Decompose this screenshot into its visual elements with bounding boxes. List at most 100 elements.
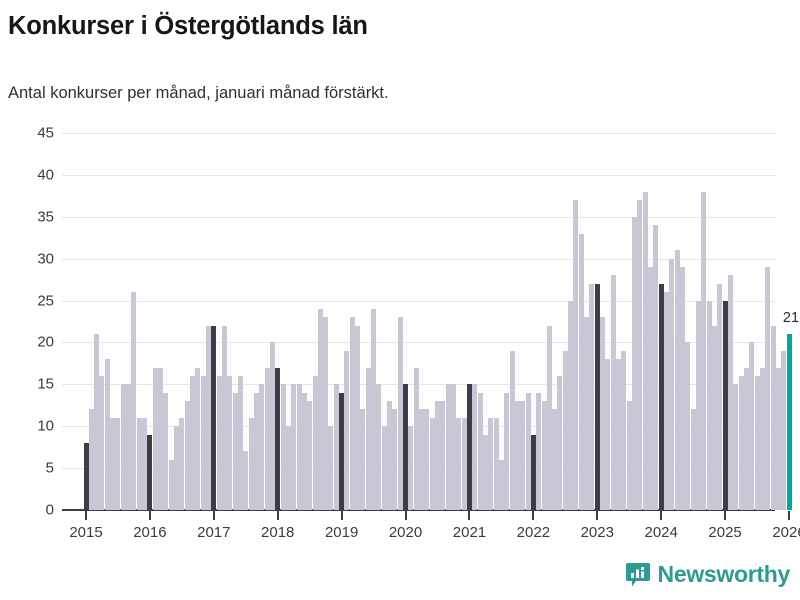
bar[interactable]	[253, 392, 259, 510]
bar[interactable]	[216, 375, 222, 510]
bar[interactable]	[765, 267, 771, 510]
bar[interactable]	[232, 392, 238, 510]
bar[interactable]	[376, 384, 382, 510]
bar[interactable]	[104, 359, 110, 510]
bar[interactable]	[679, 267, 685, 510]
bar[interactable]	[520, 401, 526, 510]
bar[interactable]	[775, 367, 781, 510]
bar[interactable]	[637, 200, 643, 510]
bar[interactable]	[120, 384, 126, 510]
bar[interactable]	[323, 317, 329, 510]
bar[interactable]	[83, 442, 89, 510]
bar[interactable]	[371, 308, 377, 510]
bar[interactable]	[424, 409, 430, 510]
bar[interactable]	[190, 375, 195, 510]
bar[interactable]	[605, 359, 611, 510]
bar[interactable]	[408, 426, 414, 510]
bar[interactable]	[339, 392, 345, 510]
bar[interactable]	[578, 233, 584, 510]
bar[interactable]	[291, 384, 297, 510]
bar[interactable]	[786, 334, 792, 510]
bar[interactable]	[456, 417, 462, 510]
bar[interactable]	[88, 409, 94, 510]
bar[interactable]	[152, 367, 158, 510]
bar[interactable]	[546, 325, 552, 510]
bar[interactable]	[509, 350, 515, 510]
bar[interactable]	[733, 384, 739, 510]
bar[interactable]	[387, 401, 393, 510]
bar[interactable]	[174, 426, 180, 510]
bar[interactable]	[381, 426, 387, 510]
bar[interactable]	[781, 350, 787, 510]
bar[interactable]	[110, 417, 116, 510]
bar[interactable]	[552, 409, 558, 510]
bar[interactable]	[621, 350, 627, 510]
bar[interactable]	[115, 417, 121, 510]
bar[interactable]	[488, 417, 494, 510]
bar[interactable]	[435, 401, 440, 510]
bar[interactable]	[653, 225, 659, 510]
bar[interactable]	[99, 375, 105, 510]
bar[interactable]	[126, 384, 132, 510]
bar[interactable]	[717, 283, 723, 510]
bar[interactable]	[472, 384, 478, 510]
bar[interactable]	[307, 401, 313, 510]
bar[interactable]	[312, 375, 318, 510]
bar[interactable]	[759, 367, 765, 510]
bar[interactable]	[131, 292, 137, 510]
bar[interactable]	[658, 283, 664, 510]
bar[interactable]	[349, 317, 355, 510]
bar[interactable]	[600, 317, 606, 510]
bar[interactable]	[573, 200, 579, 510]
bar[interactable]	[477, 392, 483, 510]
bar[interactable]	[259, 384, 265, 510]
bar[interactable]	[594, 283, 600, 510]
bar[interactable]	[610, 275, 616, 510]
bar[interactable]	[541, 401, 547, 510]
bar[interactable]	[461, 417, 467, 510]
bar[interactable]	[701, 191, 707, 510]
bar[interactable]	[674, 250, 680, 510]
bar[interactable]	[440, 401, 446, 510]
bar[interactable]	[482, 434, 488, 510]
bar[interactable]	[221, 325, 227, 510]
bar[interactable]	[243, 451, 249, 510]
bar[interactable]	[711, 325, 717, 510]
bar[interactable]	[669, 258, 675, 510]
bar[interactable]	[333, 384, 339, 510]
bar[interactable]	[413, 367, 419, 510]
bar[interactable]	[136, 417, 142, 510]
bar[interactable]	[360, 409, 366, 510]
bar[interactable]	[200, 375, 206, 510]
bar[interactable]	[296, 384, 302, 510]
bar[interactable]	[429, 417, 435, 510]
bar[interactable]	[355, 325, 361, 510]
bar[interactable]	[248, 417, 254, 510]
bar[interactable]	[403, 384, 409, 510]
bar[interactable]	[142, 417, 148, 510]
bar[interactable]	[280, 384, 286, 510]
bar[interactable]	[632, 216, 638, 510]
bar[interactable]	[147, 434, 153, 510]
bar[interactable]	[685, 342, 691, 510]
bar[interactable]	[514, 401, 520, 510]
bar[interactable]	[163, 392, 169, 510]
bar[interactable]	[695, 300, 701, 510]
bar[interactable]	[727, 275, 733, 510]
bar[interactable]	[626, 401, 632, 510]
bar[interactable]	[269, 342, 275, 510]
bar[interactable]	[179, 417, 185, 510]
bar[interactable]	[392, 409, 398, 510]
bar[interactable]	[184, 401, 190, 510]
bar[interactable]	[690, 409, 696, 510]
bar[interactable]	[722, 300, 728, 510]
bar[interactable]	[770, 325, 776, 510]
bar[interactable]	[749, 342, 755, 510]
bar[interactable]	[419, 409, 425, 510]
bar[interactable]	[754, 375, 760, 510]
bar[interactable]	[317, 308, 323, 510]
bar[interactable]	[275, 367, 281, 510]
bar[interactable]	[493, 417, 499, 510]
bar[interactable]	[536, 392, 542, 510]
bar[interactable]	[664, 292, 669, 510]
